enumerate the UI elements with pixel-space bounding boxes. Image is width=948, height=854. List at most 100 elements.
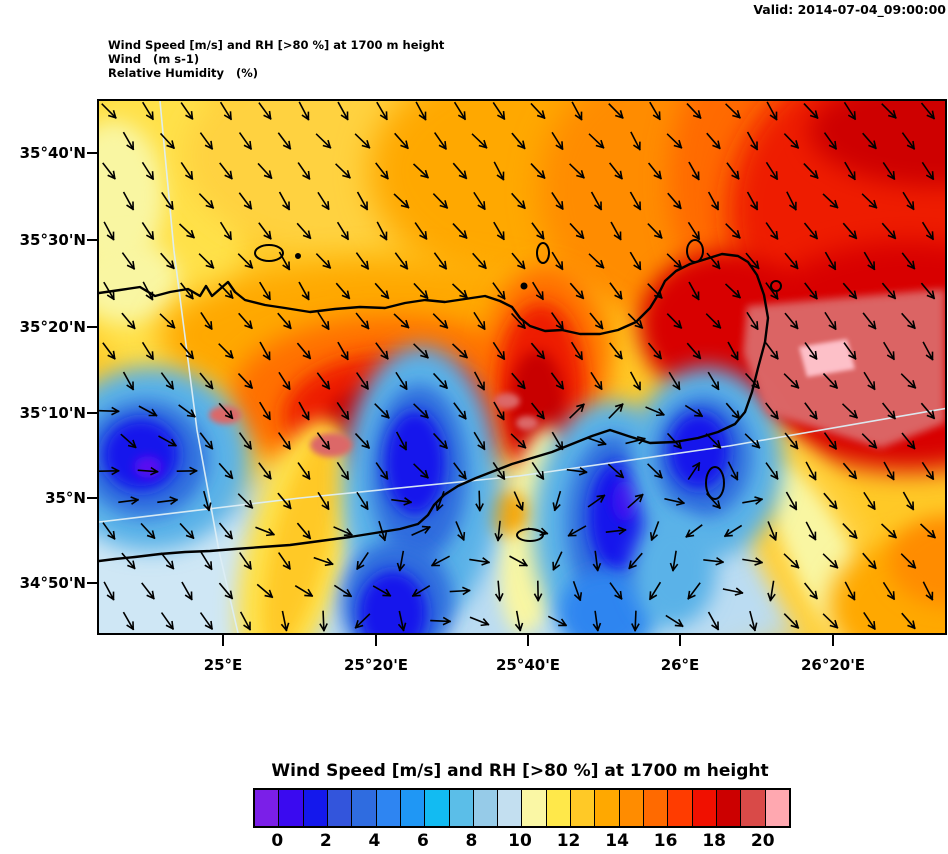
wind-arrow	[103, 221, 115, 241]
wind-arrow	[239, 611, 252, 631]
wind-arrow	[667, 192, 682, 210]
wind-arrow	[337, 101, 349, 121]
wind-arrow	[355, 372, 370, 390]
wind-arrow	[605, 526, 627, 536]
lat-tick-mark	[87, 152, 99, 154]
wind-arrow	[455, 521, 466, 541]
wind-arrow	[475, 490, 484, 512]
lat-tick-label: 35°40'N	[19, 144, 86, 162]
wind-arrow	[592, 610, 602, 632]
wind-arrow	[883, 461, 895, 481]
wind-arrow	[920, 282, 936, 300]
lon-tick-mark	[222, 635, 224, 646]
colorbar-cell	[327, 790, 353, 826]
wind-arrow	[552, 551, 563, 571]
wind-arrow	[921, 221, 935, 241]
wind-arrow	[785, 491, 798, 511]
wind-arrow	[378, 520, 388, 542]
wind-arrow	[666, 313, 683, 329]
colorbar-cell	[255, 790, 280, 826]
wind-arrow	[258, 102, 272, 120]
wind-arrow	[588, 133, 605, 149]
colorbar-cell	[303, 790, 328, 826]
wind-arrow	[118, 496, 140, 505]
lon-tick-mark	[832, 635, 834, 646]
wind-arrow	[120, 433, 137, 449]
lon-tick-mark	[527, 635, 529, 646]
wind-arrow	[862, 552, 877, 570]
wind-arrow	[294, 585, 314, 597]
wind-arrow	[919, 523, 937, 539]
wind-arrow	[665, 614, 684, 628]
wind-arrow	[451, 283, 469, 299]
colorbar-cell	[741, 790, 766, 826]
wind-arrow	[199, 132, 214, 150]
wind-arrow	[453, 462, 467, 480]
wind-arrow	[473, 371, 486, 391]
wind-arrow	[669, 550, 679, 572]
wind-arrow	[238, 192, 253, 210]
wind-arrow	[432, 313, 449, 329]
wind-arrow	[238, 552, 253, 570]
wind-arrow	[901, 132, 916, 150]
islet-outline	[254, 244, 284, 262]
colorbar-cell	[765, 790, 789, 826]
wind-arrow	[666, 432, 683, 450]
wind-arrow	[393, 193, 410, 209]
wind-arrow	[492, 461, 506, 481]
wind-arrow	[588, 253, 605, 269]
plot-title-line1: Wind Speed [m/s] and RH [>80 %] at 1700 …	[108, 38, 445, 52]
wind-arrow	[278, 191, 291, 211]
wind-arrow	[218, 582, 234, 600]
wind-arrow	[335, 163, 351, 179]
wind-arrow	[804, 402, 818, 420]
wind-arrow	[842, 282, 858, 300]
wind-arrow	[805, 521, 817, 541]
legend-value: 0	[271, 831, 284, 851]
wind-arrow	[744, 433, 761, 449]
islet-outline	[705, 466, 725, 500]
wind-arrow	[142, 281, 154, 301]
wind-arrow	[471, 133, 488, 149]
wind-arrow	[414, 222, 428, 240]
wind-arrow	[453, 101, 467, 121]
wind-arrow	[122, 371, 135, 391]
wind-arrow	[297, 162, 311, 180]
wind-arrow	[784, 312, 799, 330]
wind-arrow	[881, 282, 897, 300]
wind-arrow	[180, 102, 194, 120]
lat-tick-label: 35°N	[45, 489, 86, 507]
lon-tick-label: 25°40'E	[495, 656, 561, 674]
wind-arrow	[99, 466, 120, 476]
wind-arrow	[625, 436, 646, 445]
lat-tick-label: 34°50'N	[19, 574, 86, 592]
wind-arrow	[881, 103, 897, 119]
wind-arrow	[296, 342, 312, 360]
wind-arrow	[413, 343, 429, 359]
wind-arrow	[511, 132, 526, 150]
wind-arrow	[315, 253, 332, 269]
wind-arrow	[375, 162, 389, 180]
wind-arrow	[629, 191, 642, 211]
wind-arrow	[922, 341, 934, 361]
wind-arrow	[822, 613, 839, 629]
wind-arrow	[530, 342, 546, 360]
wind-arrow	[920, 402, 936, 420]
wind-arrow	[645, 406, 665, 417]
wind-arrow	[316, 432, 331, 450]
wind-arrow	[219, 101, 233, 121]
wind-arrow	[631, 610, 640, 632]
wind-arrow	[569, 403, 585, 419]
wind-arrow	[395, 431, 408, 451]
wind-arrow	[277, 132, 292, 150]
graticule-line	[159, 101, 239, 633]
wind-arrow	[354, 613, 371, 629]
wind-arrow	[727, 461, 739, 481]
wind-arrow	[707, 191, 720, 211]
wind-arrow	[376, 101, 388, 121]
wind-arrow	[103, 581, 115, 601]
wind-arrow	[686, 102, 702, 120]
wind-arrow	[628, 552, 643, 570]
wind-arrow	[102, 162, 116, 180]
wind-arrow	[551, 251, 564, 271]
